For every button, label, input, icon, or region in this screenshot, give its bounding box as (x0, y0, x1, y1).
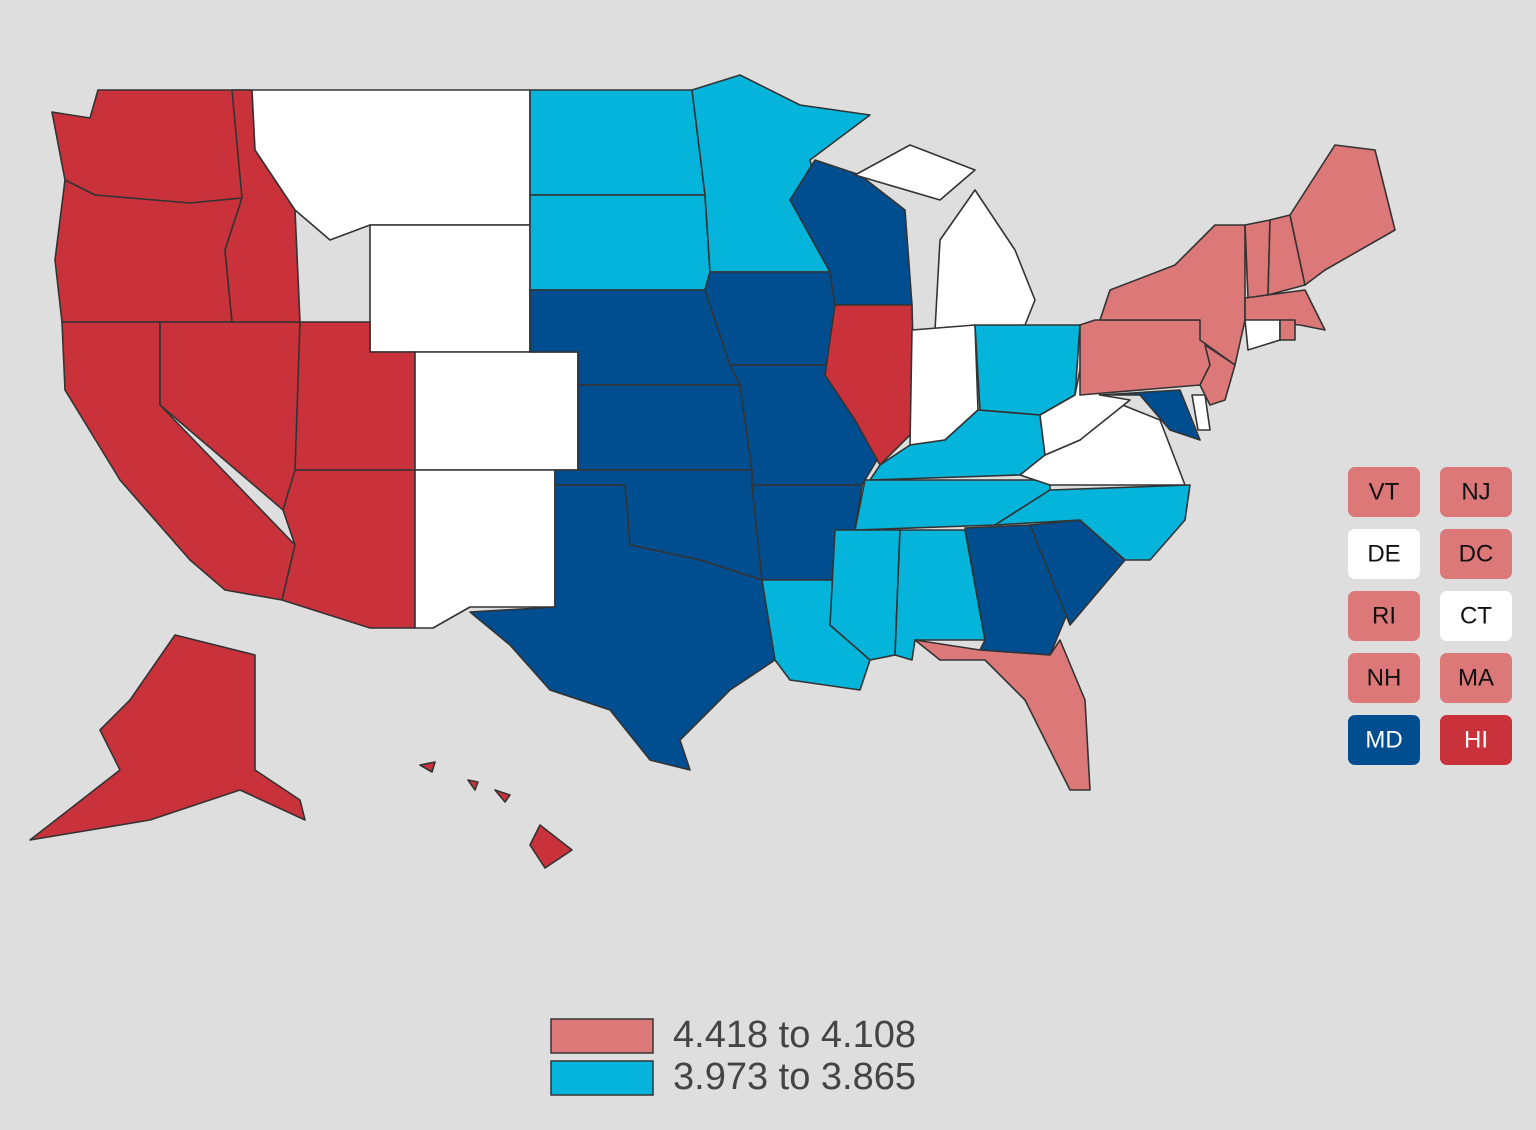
legend-swatch (550, 1060, 654, 1096)
legend-label: 4.418 to 4.108 (673, 1014, 916, 1056)
state-region (914, 639, 1091, 791)
state-region (494, 789, 511, 803)
state-region (469, 484, 776, 771)
state-region (577, 384, 753, 471)
state-region (1279, 319, 1296, 341)
state-tile (1440, 467, 1512, 517)
state-region (1199, 344, 1236, 406)
state-region (281, 469, 416, 629)
state-tile (1440, 715, 1512, 765)
state-tile-label: NH (1367, 664, 1402, 691)
state-tile-label: MA (1458, 664, 1494, 691)
state-tile (1348, 653, 1420, 703)
state-tile-label: CT (1460, 602, 1492, 629)
state-region (54, 179, 243, 323)
state-region (29, 634, 306, 841)
state-region (1079, 319, 1211, 396)
state-tile (1348, 591, 1420, 641)
state-tile-label: VT (1369, 478, 1400, 505)
state-tile (1440, 591, 1512, 641)
state-region (1099, 224, 1246, 366)
state-tile (1440, 653, 1512, 703)
state-region (467, 779, 479, 791)
state-tile-label: HI (1464, 726, 1488, 753)
state-tile (1348, 529, 1420, 579)
state-region (994, 484, 1191, 561)
state-region (1099, 389, 1201, 441)
state-tile-label: DE (1367, 540, 1400, 567)
state-region (1039, 369, 1131, 456)
state-tile (1348, 715, 1420, 765)
state-region (854, 144, 976, 201)
state-region (1244, 219, 1271, 299)
state-region (1191, 394, 1211, 431)
legend-label: 3.973 to 3.865 (673, 1056, 916, 1098)
state-region (1289, 144, 1396, 286)
state-tile (1348, 467, 1420, 517)
state-region (529, 824, 573, 869)
state-region (529, 89, 706, 196)
state-region (414, 469, 556, 629)
state-region (789, 159, 913, 306)
state-tile-label: NJ (1461, 478, 1490, 505)
state-region (829, 529, 901, 661)
state-tile-label: DC (1459, 540, 1494, 567)
state-tile (1440, 529, 1512, 579)
legend-swatch (550, 1018, 654, 1054)
state-tile-label: RI (1372, 602, 1396, 629)
state-region (529, 194, 711, 291)
state-region (369, 224, 531, 353)
state-tile-label: MD (1365, 726, 1402, 753)
state-region (419, 761, 436, 773)
state-region (414, 351, 579, 471)
